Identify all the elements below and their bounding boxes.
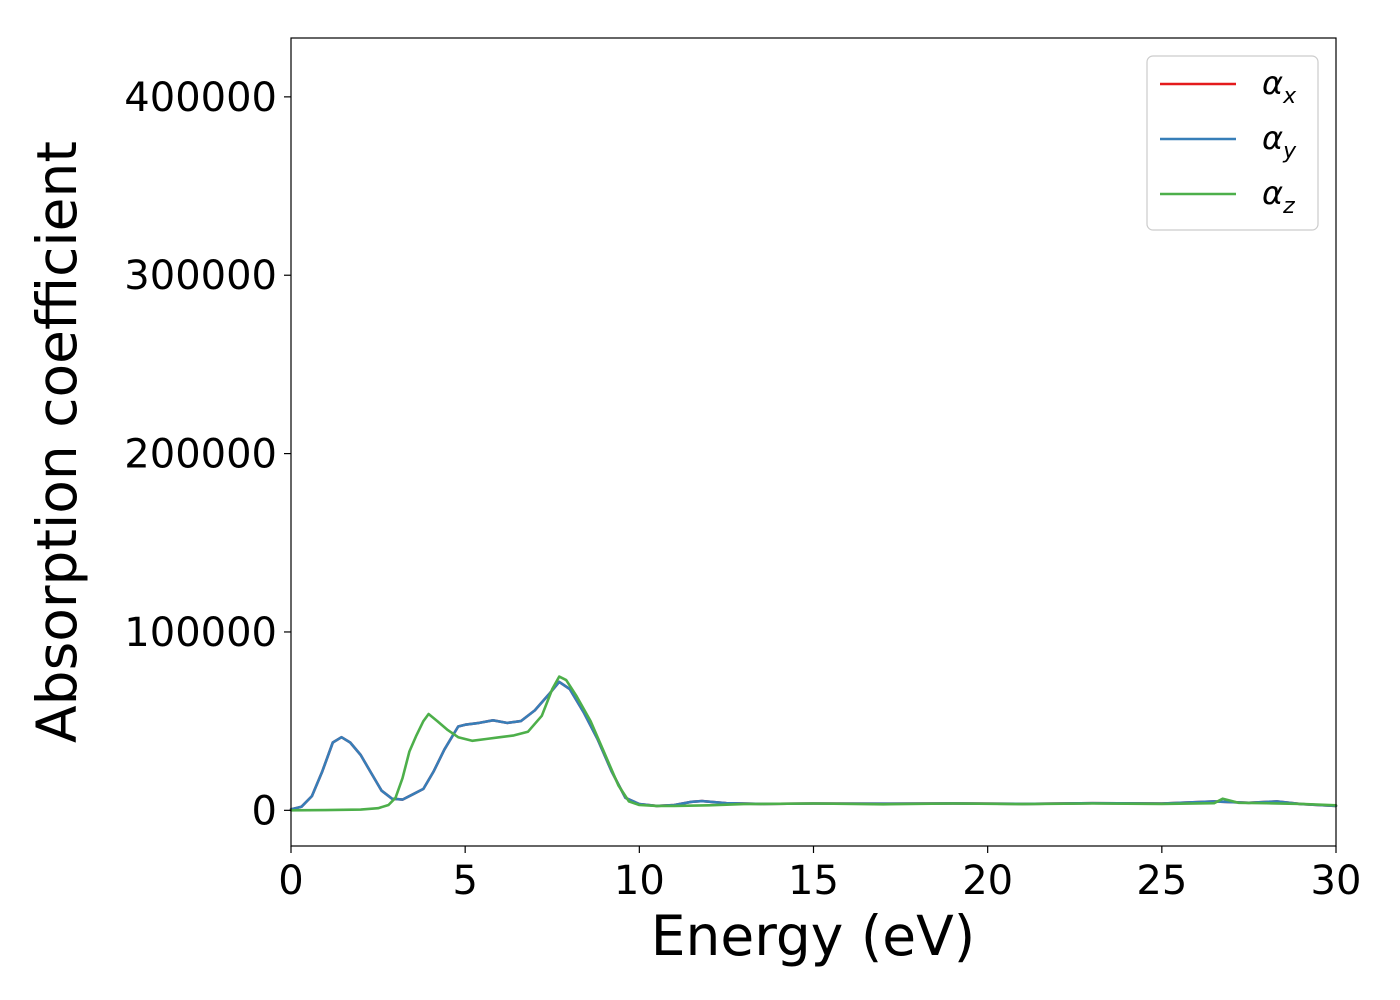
series-line-y bbox=[289, 680, 1338, 811]
y-axis: 0 100000 200000 300000 400000 bbox=[124, 75, 291, 834]
y-tick-label: 300000 bbox=[124, 253, 277, 299]
y-tick-label: 200000 bbox=[124, 432, 277, 478]
x-tick-label: 20 bbox=[962, 858, 1013, 904]
legend-box bbox=[1146, 55, 1319, 231]
y-tick-label: 0 bbox=[252, 788, 277, 834]
x-tick-label: 25 bbox=[1136, 858, 1187, 904]
x-tick-label: 10 bbox=[614, 858, 665, 904]
x-axis: 0 5 10 15 20 25 30 bbox=[278, 846, 1361, 904]
x-tick-label: 5 bbox=[452, 858, 477, 904]
y-tick-label: 100000 bbox=[124, 610, 277, 656]
x-tick-label: 0 bbox=[278, 858, 303, 904]
x-tick-label: 15 bbox=[788, 858, 839, 904]
x-tick-label: 30 bbox=[1311, 858, 1362, 904]
x-axis-label: Energy (eV) bbox=[651, 904, 975, 968]
y-tick-label: 400000 bbox=[124, 75, 277, 121]
series-lines bbox=[289, 675, 1338, 812]
y-axis-label: Absorption coefficient bbox=[25, 141, 89, 743]
series-line-z bbox=[289, 675, 1338, 812]
